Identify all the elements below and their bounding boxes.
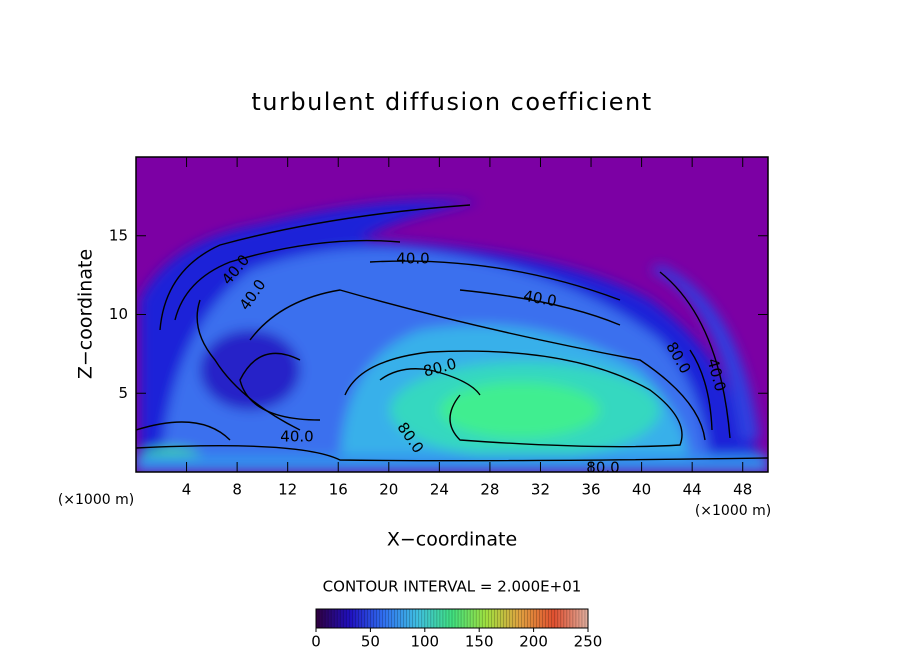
y-tick-label: 10 [109, 305, 128, 323]
x-unit: (×1000 m) [695, 503, 771, 519]
contour-field [136, 157, 768, 472]
colorbar-tick-label: 50 [361, 633, 380, 651]
colorbar-tick-label: 200 [519, 633, 548, 651]
contour-interval: CONTOUR INTERVAL = 2.000E+01 [323, 578, 582, 596]
contour-label: 40.0 [522, 287, 558, 311]
x-tick-label: 28 [480, 481, 499, 499]
colorbar-tick-label: 150 [465, 633, 494, 651]
y-tick-label: 5 [118, 384, 128, 402]
x-tick-label: 24 [430, 481, 449, 499]
x-tick-label: 20 [379, 481, 398, 499]
y-tick-label: 15 [109, 226, 128, 244]
y-unit: (×1000 m) [58, 492, 134, 508]
colorbar [315, 608, 589, 629]
x-tick-label: 16 [329, 481, 348, 499]
colorbar-tick-label: 250 [574, 633, 603, 651]
chart-title: turbulent diffusion coefficient [251, 88, 652, 116]
colorbar-tick-label: 100 [410, 633, 439, 651]
x-tick-label: 44 [683, 481, 702, 499]
colorbar-tick-label: 0 [311, 633, 321, 651]
contour-label: 40.0 [280, 428, 313, 446]
x-tick-label: 8 [232, 481, 242, 499]
x-tick-label: 32 [531, 481, 550, 499]
x-tick-label: 40 [632, 481, 651, 499]
contour-label: 40.0 [396, 250, 429, 268]
x-tick-label: 36 [581, 481, 600, 499]
x-tick-label: 12 [278, 481, 297, 499]
contour-label: 80.0 [586, 459, 619, 477]
y-axis-label: Z−coordinate [75, 249, 97, 379]
x-tick-label: 48 [733, 481, 752, 499]
x-axis-label: X−coordinate [387, 529, 517, 551]
x-tick-label: 4 [182, 481, 192, 499]
